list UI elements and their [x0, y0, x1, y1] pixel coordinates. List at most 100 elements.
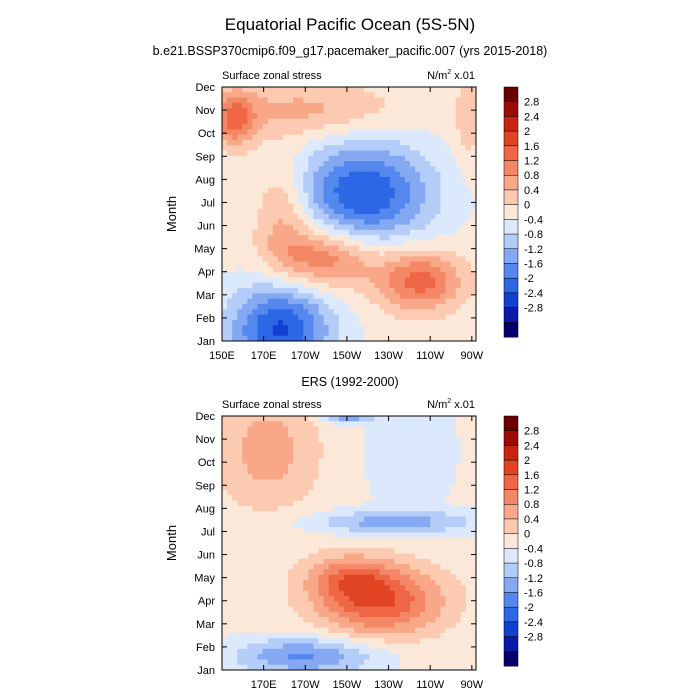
contour-cell [318, 648, 324, 655]
contour-cell [440, 421, 446, 427]
contour-cell [425, 277, 431, 284]
contour-cell [323, 505, 330, 512]
contour-cell [222, 256, 228, 263]
contour-cell [420, 229, 426, 236]
contour-cell [313, 335, 319, 342]
contour-cell [349, 150, 355, 157]
contour-cell [420, 330, 426, 337]
contour-cell [288, 458, 294, 465]
contour-cell [227, 648, 233, 655]
contour-cell [349, 564, 355, 570]
contour-cell [323, 463, 330, 470]
contour-cell [389, 192, 396, 199]
contour-cell [328, 495, 335, 502]
contour-cell [415, 335, 421, 342]
contour-cell [445, 214, 451, 220]
contour-cell [333, 97, 340, 104]
colorbar-box [503, 636, 519, 652]
contour-cell [404, 330, 411, 337]
contour-cell [282, 251, 289, 257]
contour-cell [440, 325, 446, 331]
contour-cell [308, 543, 314, 549]
contour-cell [333, 532, 340, 539]
contour-cell [288, 229, 294, 236]
contour-cell [420, 611, 426, 618]
contour-cell [333, 463, 340, 470]
contour-cell [338, 319, 345, 326]
contour-cell [338, 203, 345, 210]
contour-cell [288, 187, 294, 194]
contour-cell [333, 527, 340, 533]
contour-cell [293, 240, 299, 247]
contour-cell [237, 139, 243, 146]
contour-cell [359, 442, 365, 449]
contour-cell [384, 463, 391, 470]
contour-cell [293, 266, 299, 273]
contour-cell [247, 654, 253, 660]
contour-cell [333, 251, 340, 257]
contour-cell [364, 219, 370, 225]
contour-cell [288, 548, 294, 554]
contour-cell [298, 314, 304, 321]
contour-cell [272, 595, 279, 602]
contour-cell [277, 330, 284, 337]
contour-cell [323, 643, 330, 650]
contour-cell [425, 293, 431, 300]
contour-cell [455, 282, 462, 289]
contour-cell [455, 479, 462, 486]
contour-cell [374, 553, 380, 560]
contour-cell [267, 87, 274, 93]
contour-cell [389, 303, 396, 310]
contour-cell [293, 447, 299, 454]
contour-cell [415, 643, 421, 650]
contour-cell [262, 495, 269, 502]
contour-cell [425, 431, 431, 438]
contour-cell [415, 235, 421, 241]
contour-cell [237, 245, 243, 252]
contour-cell [313, 627, 319, 634]
contour-cell [455, 590, 462, 597]
contour-cell [404, 251, 411, 257]
contour-cell [420, 251, 426, 257]
contour-cell [374, 574, 380, 581]
contour-cell [399, 192, 406, 199]
contour-cell [257, 309, 264, 315]
contour-cell [359, 527, 365, 533]
contour-cell [359, 606, 365, 613]
contour-cell [374, 235, 380, 241]
contour-cell [425, 319, 431, 326]
contour-cell [318, 627, 324, 634]
contour-cell [232, 214, 238, 220]
contour-cell [359, 266, 365, 273]
contour-cell [338, 282, 345, 289]
contour-cell [252, 627, 258, 634]
contour-cell [267, 421, 274, 427]
contour-cell [399, 664, 406, 671]
contour-cell [394, 245, 401, 252]
contour-cell [227, 622, 233, 629]
contour-cell [232, 627, 238, 634]
contour-cell [247, 590, 253, 597]
contour-cell [420, 235, 426, 241]
contour-cell [369, 166, 375, 173]
contour-cell [409, 437, 416, 443]
contour-cell [374, 129, 380, 136]
contour-cell [364, 468, 370, 475]
contour-cell [384, 176, 391, 183]
contour-cell [384, 97, 391, 104]
contour-cell [293, 303, 299, 310]
contour-cell [328, 198, 335, 204]
contour-cell [409, 261, 416, 268]
contour-cell [282, 421, 289, 427]
contour-cell [354, 155, 360, 162]
contour-cell [399, 187, 406, 194]
contour-cell [227, 484, 233, 491]
contour-cell [313, 224, 319, 231]
contour-cell [415, 319, 421, 326]
contour-cell [349, 490, 355, 496]
contour-cell [374, 643, 380, 650]
contour-cell [384, 521, 391, 528]
contour-cell [349, 617, 355, 623]
contour-cell [303, 171, 309, 178]
contour-cell [328, 266, 335, 273]
